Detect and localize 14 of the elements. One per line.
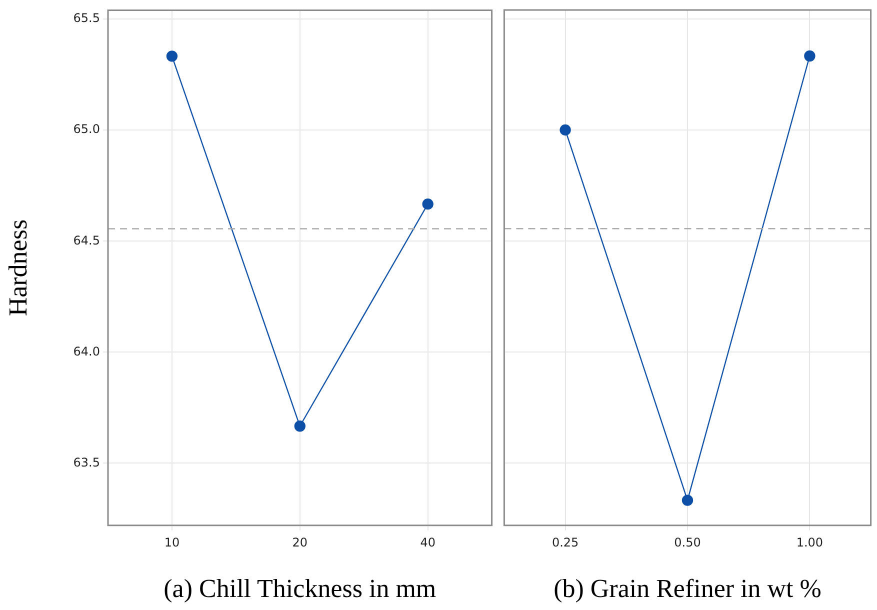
x-tick-label: 40: [420, 536, 436, 550]
x-tick-label: 1.00: [796, 536, 824, 550]
x-tick-label: 10: [164, 536, 180, 550]
x-tick-label: 0.25: [552, 536, 579, 550]
y-tick-label: 64.5: [73, 233, 100, 248]
y-tick-label: 65.0: [73, 122, 100, 136]
y-axis-title: Hardness: [3, 219, 32, 316]
y-tick-label: 64.0: [73, 344, 100, 358]
y-tick-label: 65.5: [73, 11, 100, 26]
x-tick-label: 20: [292, 536, 308, 550]
x-axis-title: (a) Chill Thickness in mm: [164, 574, 436, 604]
x-axis-title: (b) Grain Refiner in wt %: [554, 574, 822, 604]
x-tick-label: 0.50: [674, 536, 701, 550]
y-tick-label: 63.5: [73, 455, 100, 470]
